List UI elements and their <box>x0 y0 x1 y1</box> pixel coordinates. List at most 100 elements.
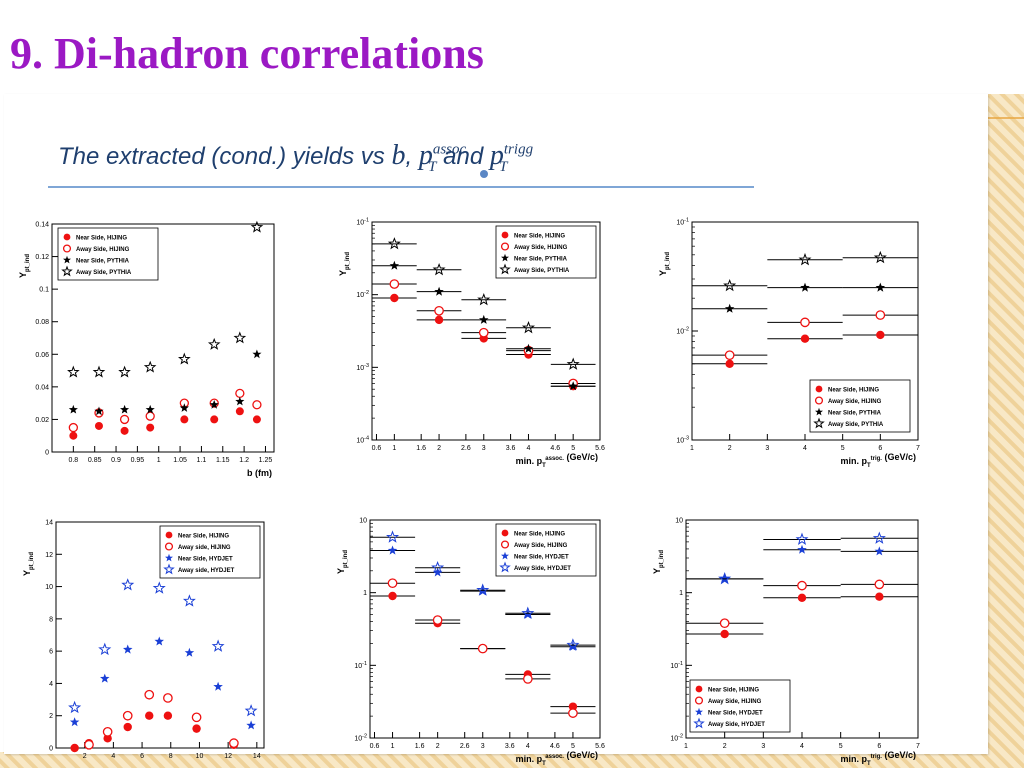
x-tick-label: 4 <box>111 753 115 760</box>
data-point <box>122 710 133 721</box>
legend-marker <box>165 531 173 539</box>
series-2 <box>372 279 596 389</box>
legend-marker <box>815 385 823 393</box>
legend-marker <box>164 542 174 551</box>
decorative-stripes-right <box>988 94 1024 768</box>
legend-label: Near Side, HYDJET <box>514 555 569 561</box>
heading-underline <box>48 186 754 188</box>
legend-marker <box>61 265 73 277</box>
legend-box <box>809 379 911 433</box>
data-point <box>100 673 110 683</box>
pt-symbol: p <box>418 140 433 171</box>
data-point <box>118 365 131 378</box>
legend: Near Side, HIJING Away side, HIJING Near S… <box>159 525 261 579</box>
data-point <box>388 591 397 601</box>
data-point <box>67 365 80 378</box>
data-point <box>123 644 133 654</box>
x-tick-label: 5 <box>571 445 575 452</box>
series-2 <box>370 578 596 718</box>
legend-label: Near Side, HIJING <box>514 532 565 538</box>
figure-heading-and: and <box>436 143 490 170</box>
figure-heading-pt-assoc: passocT <box>418 140 466 175</box>
data-point <box>211 639 225 652</box>
data-point <box>178 352 191 365</box>
data-point <box>797 580 807 591</box>
legend-marker <box>695 707 703 716</box>
data-point <box>143 360 157 373</box>
series-1 <box>692 330 918 369</box>
legend-label: Near Side, PYTHIA <box>828 411 882 417</box>
legend-marker <box>62 244 72 253</box>
legend-label: Away Side, HIJING <box>708 699 762 705</box>
legend-label: Near Side, HYDJET <box>708 711 763 717</box>
legend-label: Near Side, PYTHIA <box>76 259 130 265</box>
legend-marker <box>500 242 510 251</box>
y-tick-label: 0.14 <box>35 222 49 229</box>
legend-marker <box>815 407 823 416</box>
data-point <box>244 704 258 717</box>
x-tick-label: 3.6 <box>505 743 515 750</box>
legend-box <box>495 225 597 279</box>
series-4 <box>686 531 918 585</box>
y-tick-label: 10-2 <box>670 734 683 743</box>
legend-label: Away side, HYDJET <box>178 568 235 574</box>
data-point <box>800 334 810 343</box>
x-tick-label: 1.2 <box>239 457 249 464</box>
y-tick-label: 0.06 <box>35 352 49 359</box>
legend-box <box>57 227 159 281</box>
legend-box <box>689 679 791 733</box>
data-point <box>723 279 737 292</box>
data-point <box>163 711 173 720</box>
x-tick-label: 2 <box>723 743 727 750</box>
data-point <box>521 606 535 619</box>
legend-label: Away side, HIJING <box>178 545 231 551</box>
figure-heading: The extracted (cond.) yields vs b, passo… <box>58 140 533 176</box>
x-tick-label: 4.6 <box>550 445 560 452</box>
legend-box <box>495 523 597 577</box>
data-point <box>872 531 886 544</box>
x-tick-label: 10 <box>196 753 204 760</box>
x-tick-label: 6 <box>878 445 882 452</box>
x-tick-label: 1.25 <box>259 457 273 464</box>
x-tick-label: 1.6 <box>416 445 426 452</box>
data-point <box>390 293 399 303</box>
data-point <box>522 674 533 684</box>
series-3 <box>69 636 256 730</box>
legend: Near Side, HIJING Away Side, HIJING Near S… <box>495 523 597 577</box>
legend-label: Away Side, HIJING <box>828 399 882 405</box>
y-tick-label: 10 <box>359 518 367 525</box>
legend-label: Near Side, HIJING <box>76 236 127 242</box>
data-point <box>68 404 78 414</box>
data-point <box>477 643 488 654</box>
figure-heading-pt-trigg: ptriggT <box>490 140 533 175</box>
sub-t: T <box>499 158 508 175</box>
data-point <box>145 711 154 720</box>
series-2 <box>692 310 918 361</box>
x-tick-label: 4.6 <box>550 743 560 750</box>
y-tick-label: 12 <box>45 552 53 559</box>
data-point <box>213 681 223 691</box>
data-point <box>69 431 78 440</box>
y-tick-label: 2 <box>49 713 53 720</box>
legend-label: Near Side, HIJING <box>514 234 565 240</box>
data-point <box>120 404 130 414</box>
data-point <box>235 396 245 406</box>
legend-marker <box>501 253 509 262</box>
series-2 <box>686 579 918 629</box>
x-tick-label: 5 <box>571 743 575 750</box>
legend-label: Near Side, HIJING <box>178 534 229 540</box>
data-point <box>873 250 887 264</box>
data-point <box>235 407 244 416</box>
chart-4: 0 2 4 6 8 10 12 14 2 4 6 8 10 12 14 Ypt_ind Near Side, H… <box>22 520 265 760</box>
series-3 <box>68 349 262 416</box>
data-point <box>800 317 810 328</box>
sup-assoc: assoc <box>432 141 467 158</box>
data-point <box>235 388 245 399</box>
chart-1: 0 0.02 0.04 0.06 0.08 0.1 0.12 0.14 0.8 0.85 0.9 0.… <box>18 220 275 478</box>
data-point <box>477 292 491 306</box>
data-point <box>387 237 401 250</box>
cursor-dot <box>480 170 488 178</box>
data-point <box>568 381 578 391</box>
